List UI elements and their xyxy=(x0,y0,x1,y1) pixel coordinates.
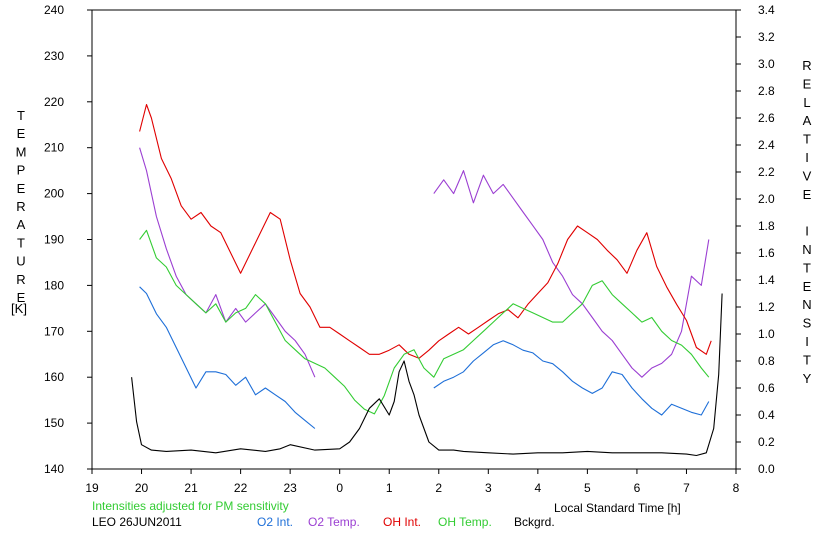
left-tick-label: 170 xyxy=(44,324,64,338)
right-tick-label: 0.0 xyxy=(758,462,775,476)
left-tick-label: 160 xyxy=(44,370,64,384)
x-tick-label: 8 xyxy=(733,481,740,495)
right-axis-label-letter: T xyxy=(803,132,811,147)
left-axis-label-letter: T xyxy=(17,235,25,250)
left-axis-label-letter: E xyxy=(17,290,26,305)
left-axis-unit: [K] xyxy=(11,301,27,316)
series-line-oh-int xyxy=(139,103,712,359)
legend-entry: O2 Temp. xyxy=(308,515,360,529)
right-tick-label: 2.2 xyxy=(758,165,775,179)
right-axis-label-letter: N xyxy=(802,242,811,257)
x-tick-label: 20 xyxy=(135,481,149,495)
right-axis-label-letter: R xyxy=(802,58,811,73)
right-axis-label-letter: Y xyxy=(803,371,812,386)
right-tick-label: 1.0 xyxy=(758,327,775,341)
left-tick-label: 200 xyxy=(44,187,64,201)
right-axis-label-letter: I xyxy=(805,334,809,349)
left-axis-label-letter: E xyxy=(17,181,26,196)
right-axis-label-letter: T xyxy=(803,260,811,275)
right-axis-label-letter: A xyxy=(803,113,812,128)
left-axis-label-letter: P xyxy=(17,163,26,178)
left-tick-label: 240 xyxy=(44,3,64,17)
right-tick-label: 1.6 xyxy=(758,246,775,260)
right-tick-label: 2.4 xyxy=(758,138,775,152)
x-tick-label: 6 xyxy=(634,481,641,495)
right-tick-label: 3.0 xyxy=(758,57,775,71)
x-tick-label: 23 xyxy=(283,481,297,495)
right-axis-label-letter: E xyxy=(803,279,812,294)
left-tick-label: 190 xyxy=(44,233,64,247)
station-text: LEO 26JUN2011 xyxy=(92,515,182,529)
series-line-o2-int xyxy=(139,286,710,429)
right-axis-label-letter: E xyxy=(803,187,812,202)
right-tick-label: 0.2 xyxy=(758,435,775,449)
right-axis-label-letter: S xyxy=(803,316,812,331)
left-axis-label-letter: U xyxy=(16,254,25,269)
x-tick-label: 4 xyxy=(535,481,542,495)
note-text: Intensities adjusted for PM sensitivity xyxy=(92,499,289,513)
x-axis-ticks: 19 20 21 22 23 0 1 2 3 4 5 6 7 8 xyxy=(85,469,740,495)
left-axis-label-letter: R xyxy=(16,272,25,287)
right-axis-label-letter: I xyxy=(805,150,809,165)
series-layer xyxy=(131,103,723,457)
series-line-o2-temp xyxy=(139,147,710,378)
right-tick-label: 1.2 xyxy=(758,300,775,314)
x-tick-label: 5 xyxy=(584,481,591,495)
legend: O2 Int. O2 Temp. OH Int. OH Temp. Bckgrd. xyxy=(257,515,555,529)
left-axis-label-letter: R xyxy=(16,199,25,214)
series-line-oh-temp xyxy=(139,229,710,415)
left-tick-label: 230 xyxy=(44,49,64,63)
left-tick-label: 150 xyxy=(44,416,64,430)
left-tick-label: 140 xyxy=(44,462,64,476)
x-tick-label: 19 xyxy=(85,481,99,495)
right-tick-label: 2.8 xyxy=(758,84,775,98)
right-axis-label-letter: V xyxy=(803,168,812,183)
x-tick-label: 3 xyxy=(485,481,492,495)
legend-entry: O2 Int. xyxy=(257,515,293,529)
right-axis-ticks: 0.0 0.2 0.4 0.6 0.8 1.0 1.2 1.4 1.6 1.8 2.0 2.2 2.4 2… xyxy=(736,3,775,476)
left-tick-label: 220 xyxy=(44,95,64,109)
x-tick-label: 22 xyxy=(234,481,248,495)
left-axis-ticks: 140 150 160 170 180 190 200 210 220 230 240 xyxy=(44,3,92,476)
left-axis-label-letter: A xyxy=(17,217,26,232)
x-axis-label: Local Standard Time [h] xyxy=(554,501,681,515)
right-axis-label-letter: L xyxy=(803,95,810,110)
legend-entry: OH Int. xyxy=(383,515,421,529)
right-axis-label-letter: T xyxy=(803,352,811,367)
right-axis-label-letter: I xyxy=(805,224,809,239)
right-tick-label: 0.8 xyxy=(758,354,775,368)
right-axis-label-letter: N xyxy=(802,297,811,312)
left-tick-label: 210 xyxy=(44,141,64,155)
left-axis-label-letter: E xyxy=(17,126,26,141)
right-axis-label-letter: E xyxy=(803,76,812,91)
x-tick-label: 2 xyxy=(435,481,442,495)
right-tick-label: 0.6 xyxy=(758,381,775,395)
legend-entry: OH Temp. xyxy=(438,515,492,529)
right-tick-label: 0.4 xyxy=(758,408,775,422)
series-line-bckgrd xyxy=(131,293,723,457)
right-tick-label: 3.4 xyxy=(758,3,775,17)
x-tick-label: 1 xyxy=(386,481,393,495)
right-tick-label: 2.0 xyxy=(758,192,775,206)
right-tick-label: 1.4 xyxy=(758,273,775,287)
plot-area xyxy=(91,9,737,470)
right-tick-label: 3.2 xyxy=(758,30,775,44)
left-axis-label-letter: M xyxy=(16,144,27,159)
x-tick-label: 0 xyxy=(336,481,343,495)
left-tick-label: 180 xyxy=(44,278,64,292)
right-tick-label: 2.6 xyxy=(758,111,775,125)
right-tick-label: 1.8 xyxy=(758,219,775,233)
legend-entry: Bckgrd. xyxy=(514,515,555,529)
left-axis-label-letter: T xyxy=(17,108,25,123)
x-tick-label: 21 xyxy=(184,481,198,495)
x-tick-label: 7 xyxy=(683,481,690,495)
